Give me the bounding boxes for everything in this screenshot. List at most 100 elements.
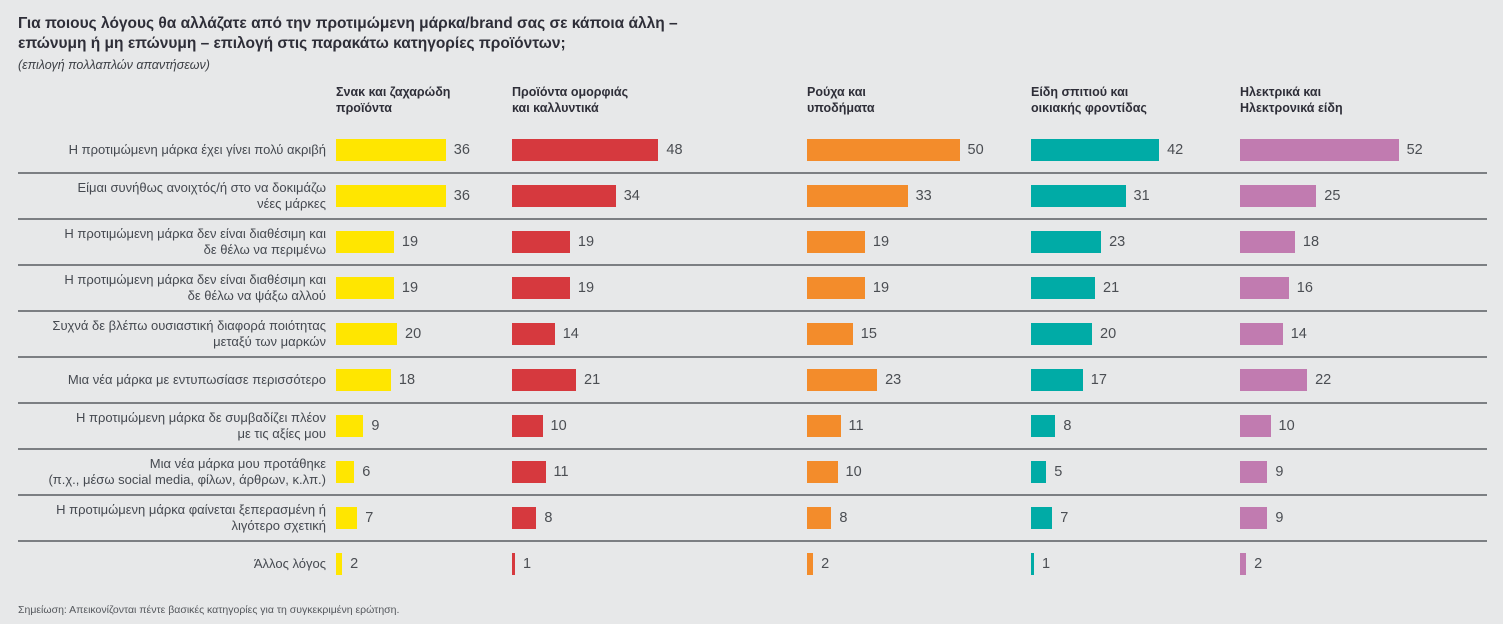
bar <box>336 231 394 254</box>
bar-cell: 18 <box>1240 231 1487 254</box>
bar-cell: 5 <box>1031 461 1240 484</box>
bar-value: 19 <box>872 280 890 297</box>
bar-cell: 1 <box>1031 553 1240 576</box>
bar-cell: 19 <box>512 277 807 300</box>
bar-cell: 19 <box>512 231 807 254</box>
bar <box>1031 369 1083 392</box>
bar <box>807 415 841 438</box>
bar-cell: 42 <box>1031 139 1240 162</box>
bar <box>336 461 355 484</box>
bar <box>807 369 878 392</box>
bar-value: 10 <box>550 418 567 435</box>
bar <box>336 507 358 530</box>
bar <box>1031 323 1092 346</box>
bar <box>512 231 570 254</box>
table-row: Είμαι συνήθως ανοιχτός/ή στο να δοκιμάζω… <box>18 174 1487 221</box>
page-subtitle: (επιλογή πολλαπλών απαντήσεων) <box>18 57 210 72</box>
bar-cell: 21 <box>1031 277 1240 300</box>
bar-cell: 9 <box>1240 507 1487 530</box>
category-header: Σνακ και ζαχαρώδη προϊόντα <box>336 84 451 116</box>
bar-cell: 1 <box>512 553 807 576</box>
table-row: Η προτιμώμενη μάρκα δεν είναι διαθέσιμη … <box>18 266 1487 313</box>
bar-value: 19 <box>401 280 419 297</box>
bar <box>336 139 446 162</box>
bar <box>512 461 546 484</box>
bar-value: 20 <box>405 326 422 343</box>
bar-value: 48 <box>666 142 683 159</box>
bar-value: 2 <box>1254 556 1263 573</box>
bar <box>336 369 391 392</box>
bar <box>336 323 397 346</box>
bar-cell: 50 <box>807 139 1031 162</box>
bar-cell: 22 <box>1240 369 1487 392</box>
bar-cell: 10 <box>807 461 1031 484</box>
bar-value: 11 <box>848 418 864 435</box>
bar-value: 18 <box>1302 234 1320 251</box>
bar-value: 14 <box>562 326 579 343</box>
bar-value: 15 <box>860 326 877 343</box>
bar-cell: 7 <box>336 507 512 530</box>
bar-cell: 16 <box>1240 277 1487 300</box>
bar-cell: 21 <box>512 369 807 392</box>
bar <box>1240 369 1308 392</box>
bar-value: 19 <box>401 234 419 251</box>
bar-value: 9 <box>1275 510 1284 527</box>
bar <box>1240 139 1399 162</box>
bar-value: 42 <box>1167 142 1184 159</box>
bar-value: 8 <box>839 510 848 527</box>
category-header: Προϊόντα ομορφιάς και καλλυντικά <box>512 84 629 116</box>
row-label: Άλλος λόγος <box>253 555 326 571</box>
bar <box>1031 231 1102 254</box>
bar-value: 33 <box>915 188 932 205</box>
bar-value: 2 <box>821 556 830 573</box>
table-row: Συχνά δε βλέπω ουσιαστική διαφορά ποιότη… <box>18 312 1487 359</box>
bar-cell: 20 <box>336 323 512 346</box>
bar-cell: 14 <box>512 323 807 346</box>
table-row: Άλλος λόγος 2 1 2 1 2 <box>18 542 1487 586</box>
bar-value: 17 <box>1090 372 1107 389</box>
bar-value: 23 <box>885 372 902 389</box>
bar-cell: 23 <box>1031 231 1240 254</box>
bar <box>807 323 853 346</box>
bar <box>1031 139 1160 162</box>
bar <box>512 139 659 162</box>
bar <box>807 277 865 300</box>
bar-cell: 25 <box>1240 185 1487 208</box>
bar-value: 31 <box>1133 188 1150 205</box>
bar-cell: 14 <box>1240 323 1487 346</box>
chart-rows: Η προτιμώμενη μάρκα έχει γίνει πολύ ακρι… <box>18 128 1487 586</box>
bar-cell: 19 <box>336 231 512 254</box>
bar-value: 22 <box>1315 372 1332 389</box>
bar-value: 11 <box>553 464 569 481</box>
bar-value: 16 <box>1296 280 1313 297</box>
bar-cell: 2 <box>807 553 1031 576</box>
row-label: Η προτιμώμενη μάρκα δεν είναι διαθέσιμη … <box>64 225 326 258</box>
row-label: Η προτιμώμενη μάρκα φαίνεται ξεπερασμένη… <box>56 501 326 534</box>
bar <box>1240 507 1268 530</box>
bar-cell: 34 <box>512 185 807 208</box>
bar-cell: 6 <box>336 461 512 484</box>
footnote: Σημείωση: Απεικονίζονται πέντε βασικές κ… <box>18 604 400 617</box>
bar-value: 25 <box>1324 188 1341 205</box>
bar <box>336 185 446 208</box>
row-label: Η προτιμώμενη μάρκα έχει γίνει πολύ ακρι… <box>68 141 326 157</box>
bar-cell: 10 <box>1240 415 1487 438</box>
bar-value: 18 <box>398 372 416 389</box>
table-row: Η προτιμώμενη μάρκα φαίνεται ξεπερασμένη… <box>18 496 1487 543</box>
bar-cell: 15 <box>807 323 1031 346</box>
bar <box>512 185 616 208</box>
bar-value: 6 <box>362 464 371 481</box>
bar <box>512 277 570 300</box>
bar-value: 36 <box>453 142 470 159</box>
bar-value: 9 <box>1275 464 1284 481</box>
table-row: Η προτιμώμενη μάρκα δεν είναι διαθέσιμη … <box>18 220 1487 267</box>
row-label: Συχνά δε βλέπω ουσιαστική διαφορά ποιότη… <box>52 317 326 350</box>
category-header: Είδη σπιτιού και οικιακής φροντίδας <box>1031 84 1147 116</box>
bar <box>807 139 960 162</box>
bar-cell: 9 <box>1240 461 1487 484</box>
bar-cell: 52 <box>1240 139 1487 162</box>
bar-value: 21 <box>584 372 601 389</box>
bar <box>1031 461 1047 484</box>
bar <box>512 415 543 438</box>
